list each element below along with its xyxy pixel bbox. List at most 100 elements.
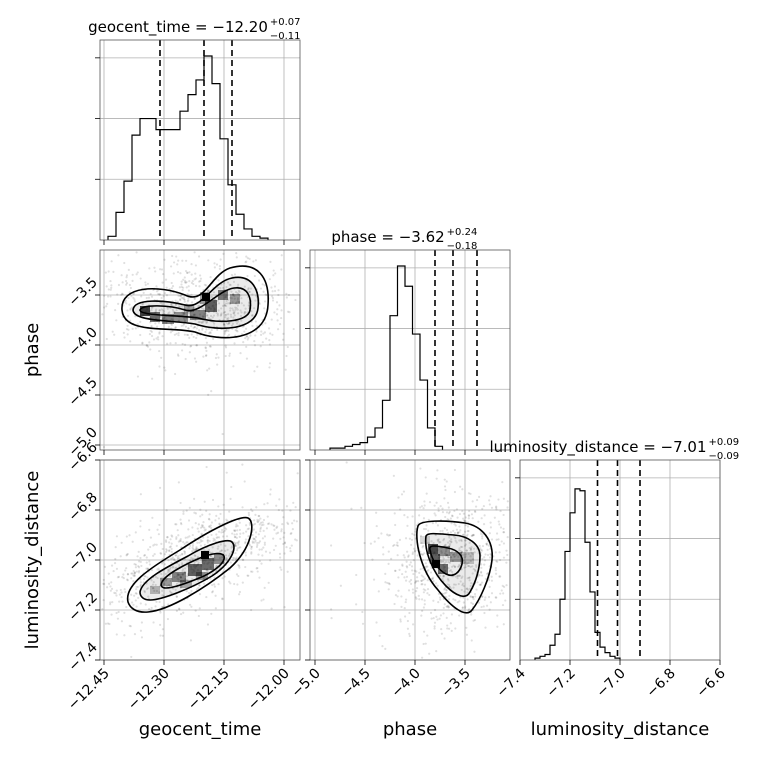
scatter-point bbox=[458, 549, 461, 552]
scatter-point bbox=[470, 546, 473, 549]
scatter-point bbox=[195, 327, 198, 330]
scatter-point bbox=[199, 508, 202, 511]
scatter-point bbox=[223, 575, 226, 578]
scatter-point bbox=[443, 587, 447, 590]
scatter-point bbox=[466, 587, 469, 590]
scatter-point bbox=[128, 598, 131, 601]
scatter-point bbox=[168, 546, 171, 549]
scatter-point bbox=[178, 608, 181, 611]
scatter-point bbox=[275, 532, 278, 535]
scatter-point bbox=[267, 581, 270, 584]
scatter-point bbox=[263, 541, 266, 544]
scatter-point bbox=[195, 547, 198, 550]
scatter-point bbox=[275, 313, 279, 316]
scatter-point bbox=[206, 536, 209, 539]
scatter-point bbox=[250, 547, 253, 550]
scatter-point bbox=[461, 517, 465, 520]
scatter-point bbox=[164, 539, 168, 542]
scatter-point bbox=[254, 539, 257, 542]
scatter-point bbox=[276, 308, 279, 311]
scatter-point bbox=[228, 301, 231, 304]
scatter-point bbox=[441, 555, 445, 558]
scatter-point bbox=[125, 276, 128, 279]
scatter-point bbox=[251, 293, 254, 296]
scatter-point bbox=[423, 552, 426, 555]
scatter-point bbox=[461, 533, 465, 537]
scatter-point bbox=[238, 528, 242, 531]
scatter-point bbox=[167, 312, 170, 315]
scatter-point bbox=[217, 517, 221, 520]
scatter-point bbox=[487, 595, 491, 599]
scatter-point bbox=[455, 541, 458, 544]
scatter-point bbox=[194, 318, 197, 322]
scatter-point bbox=[168, 549, 171, 552]
scatter-point bbox=[137, 550, 140, 553]
scatter-point bbox=[498, 523, 501, 526]
mode-marker bbox=[202, 293, 210, 301]
scatter-point bbox=[401, 563, 404, 566]
scatter-point bbox=[206, 289, 210, 292]
scatter-point bbox=[221, 577, 224, 580]
scatter-point bbox=[424, 476, 427, 479]
scatter-point bbox=[170, 304, 173, 307]
scatter-point bbox=[172, 312, 175, 315]
scatter-point bbox=[192, 313, 196, 317]
scatter-point bbox=[140, 636, 144, 639]
scatter-point bbox=[173, 333, 176, 336]
scatter-point bbox=[445, 528, 449, 532]
scatter-point bbox=[437, 592, 441, 595]
scatter-point bbox=[178, 573, 182, 577]
scatter-point bbox=[445, 480, 448, 483]
scatter-point bbox=[460, 551, 464, 554]
scatter-point bbox=[424, 528, 428, 531]
scatter-point bbox=[213, 262, 216, 265]
scatter-point bbox=[462, 533, 465, 536]
scatter-point bbox=[286, 310, 290, 313]
scatter-point bbox=[149, 329, 152, 332]
scatter-point bbox=[230, 315, 233, 319]
scatter-point bbox=[134, 327, 137, 330]
scatter-point bbox=[464, 516, 467, 519]
scatter-point bbox=[441, 529, 444, 532]
scatter-point bbox=[448, 627, 451, 630]
scatter-point bbox=[398, 568, 401, 572]
scatter-point bbox=[109, 601, 112, 604]
x-tick-label: −4.0 bbox=[388, 666, 423, 701]
scatter-point bbox=[272, 548, 276, 552]
scatter-point bbox=[161, 547, 164, 551]
scatter-point bbox=[193, 251, 196, 254]
scatter-point bbox=[438, 541, 441, 544]
scatter-point bbox=[471, 534, 475, 537]
panel-title: phase = −3.62 bbox=[331, 228, 444, 246]
scatter-point bbox=[152, 544, 155, 547]
scatter-point bbox=[103, 582, 106, 586]
scatter-point bbox=[262, 523, 265, 526]
scatter-point bbox=[121, 576, 124, 579]
scatter-point bbox=[191, 542, 194, 545]
scatter-point bbox=[262, 598, 265, 601]
scatter-point bbox=[200, 321, 204, 324]
scatter-point bbox=[408, 580, 411, 583]
scatter-point bbox=[422, 507, 425, 510]
scatter-point bbox=[394, 569, 397, 572]
scatter-point bbox=[458, 614, 461, 617]
scatter-point bbox=[123, 611, 126, 614]
scatter-point bbox=[107, 270, 110, 273]
scatter-point bbox=[166, 617, 170, 621]
scatter-point bbox=[194, 522, 197, 525]
scatter-point bbox=[257, 279, 261, 282]
scatter-point bbox=[250, 545, 253, 549]
scatter-point bbox=[115, 594, 118, 597]
scatter-point bbox=[208, 551, 211, 554]
scatter-point bbox=[198, 584, 201, 587]
scatter-point bbox=[235, 329, 238, 332]
scatter-point bbox=[171, 318, 174, 321]
scatter-point bbox=[453, 468, 457, 472]
scatter-point bbox=[188, 311, 191, 314]
scatter-point bbox=[477, 520, 480, 523]
scatter-point bbox=[172, 272, 175, 275]
scatter-point bbox=[158, 332, 161, 335]
scatter-point bbox=[443, 588, 446, 591]
scatter-point bbox=[240, 319, 243, 322]
